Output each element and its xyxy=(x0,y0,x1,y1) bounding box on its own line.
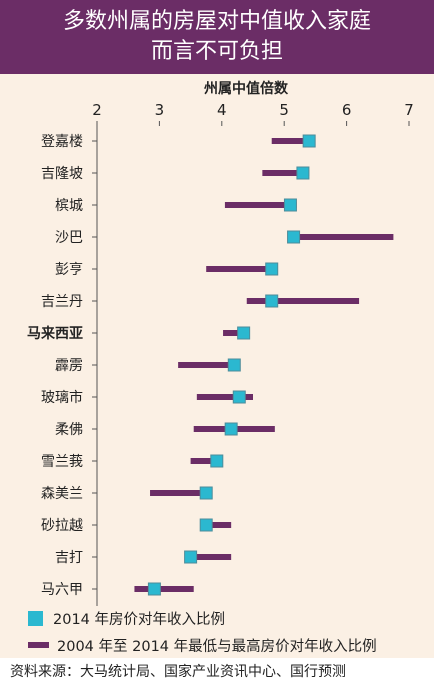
marker-2014 xyxy=(199,486,213,500)
marker-2014 xyxy=(224,422,238,436)
x-tick-label-2: 2 xyxy=(92,101,102,119)
title-banner: 多数州属的房屋对中值收入家庭 而言不可负担 xyxy=(0,0,434,74)
marker-2014 xyxy=(265,262,279,276)
legend-item-2014: 2014 年房价对年收入比例 xyxy=(28,608,225,628)
marker-2014 xyxy=(232,390,246,404)
range-bar xyxy=(206,266,275,272)
legend-swatch-2014 xyxy=(28,610,43,626)
x-tick-label-7: 7 xyxy=(404,101,414,119)
marker-2014 xyxy=(147,582,161,596)
row-label: 吉打 xyxy=(55,549,83,566)
range-bar xyxy=(203,522,232,528)
row-9: 玻璃市 xyxy=(41,389,253,406)
row-label: 雪兰莪 xyxy=(41,454,83,470)
range-bar xyxy=(224,202,297,208)
chart-title-line-1: 多数州属的房屋对中值收入家庭 xyxy=(62,9,371,34)
chart-title-line-2: 而言不可负担 xyxy=(150,39,283,64)
row-label: 沙巴 xyxy=(55,230,83,246)
row-label: 砂拉越 xyxy=(41,518,83,534)
dumbbell-chart: 州属中值倍数 2 3 4 5 6 7 登嘉楼吉隆坡槟城沙巴彭亨吉兰丹马来西亚霹雳玻璃市柔佛雪兰… xyxy=(27,80,414,606)
marker-2014 xyxy=(184,550,198,564)
range-bar xyxy=(190,458,222,464)
range-bar xyxy=(246,298,360,304)
source-text: 资料来源：大马统计局、国家产业资讯中心、国行预测 xyxy=(10,664,346,680)
row-7: 马来西亚 xyxy=(27,326,251,342)
marker-2014 xyxy=(199,518,213,532)
x-tick-label-4: 4 xyxy=(217,101,227,119)
legend-label-range: 2004 年至 2014 年最低与最高房价对年收入比例 xyxy=(57,638,377,655)
row-10: 柔佛 xyxy=(55,422,275,438)
marker-2014 xyxy=(210,454,224,468)
row-12: 森美兰 xyxy=(41,486,213,502)
row-label: 吉隆坡 xyxy=(41,166,83,182)
row-15: 马六甲 xyxy=(41,582,194,598)
row-label: 霹雳 xyxy=(55,358,83,374)
legend-item-range: 2004 年至 2014 年最低与最高房价对年收入比例 xyxy=(28,635,377,655)
marker-2014 xyxy=(296,166,310,180)
row-label: 马来西亚 xyxy=(27,326,83,342)
row-label: 森美兰 xyxy=(41,486,83,502)
marker-2014 xyxy=(302,134,316,148)
marker-2014 xyxy=(237,326,251,340)
range-bar xyxy=(134,586,194,592)
row-3: 槟城 xyxy=(55,198,297,214)
row-label: 吉兰丹 xyxy=(41,294,83,310)
row-11: 雪兰莪 xyxy=(41,454,224,470)
legend-label-2014: 2014 年房价对年收入比例 xyxy=(53,611,226,628)
row-label: 槟城 xyxy=(55,198,83,214)
range-bar xyxy=(262,170,310,176)
x-tick-label-3: 3 xyxy=(155,101,165,119)
marker-2014 xyxy=(265,294,279,308)
row-label: 彭亨 xyxy=(55,261,83,278)
legend-swatch-range xyxy=(28,642,49,648)
range-bar xyxy=(178,362,238,368)
row-4: 沙巴 xyxy=(55,230,394,246)
row-13: 砂拉越 xyxy=(41,518,232,534)
range-bar xyxy=(271,138,313,144)
range-bar xyxy=(223,330,247,336)
row-label: 马六甲 xyxy=(41,582,83,598)
range-bar xyxy=(196,394,253,400)
row-5: 彭亨 xyxy=(55,261,279,278)
row-1: 登嘉楼 xyxy=(41,134,316,150)
marker-2014 xyxy=(287,230,301,244)
row-label: 登嘉楼 xyxy=(41,134,83,150)
range-bar xyxy=(293,234,394,240)
x-tick-label-6: 6 xyxy=(342,101,352,119)
row-8: 霹雳 xyxy=(55,358,241,374)
marker-2014 xyxy=(227,358,241,372)
row-14: 吉打 xyxy=(55,549,232,566)
range-bar xyxy=(187,554,232,560)
row-label: 柔佛 xyxy=(55,422,83,438)
row-label: 玻璃市 xyxy=(41,389,83,406)
range-bar xyxy=(150,490,210,496)
x-axis-title: 州属中值倍数 xyxy=(203,80,289,97)
row-6: 吉兰丹 xyxy=(41,294,360,310)
source-note: 资料来源：大马统计局、国家产业资讯中心、国行预测 xyxy=(0,658,434,682)
row-2: 吉隆坡 xyxy=(41,166,310,182)
x-tick-label-5: 5 xyxy=(279,101,289,119)
marker-2014 xyxy=(283,198,297,212)
